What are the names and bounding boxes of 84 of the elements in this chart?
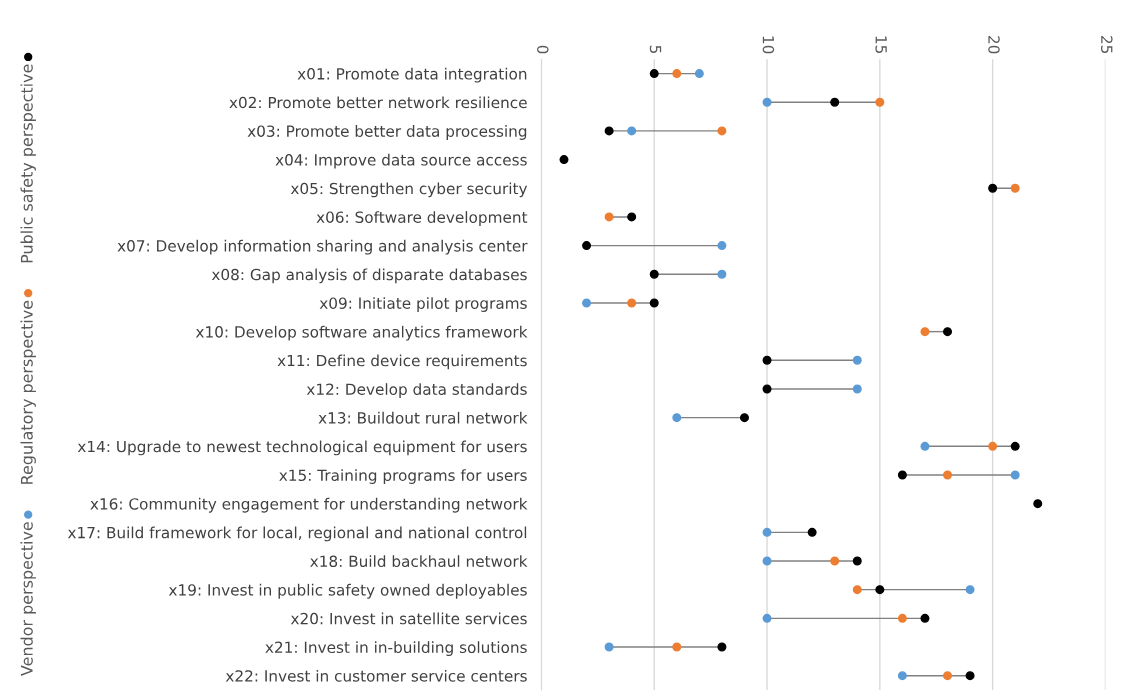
point — [694, 69, 704, 79]
point — [672, 413, 682, 423]
point — [875, 97, 885, 107]
x-tick-label: 20 — [988, 36, 1000, 54]
point — [762, 355, 772, 365]
point — [943, 327, 953, 337]
point — [807, 527, 817, 537]
point — [762, 613, 772, 623]
point — [988, 441, 998, 451]
y-tick-label: x11: Define device requirements — [277, 354, 527, 370]
point — [1033, 499, 1043, 509]
point — [649, 269, 659, 279]
y-tick-label: x03: Promote better data processing — [247, 125, 527, 140]
point — [920, 613, 930, 623]
point — [965, 585, 975, 595]
legend-label: Vendor perspective — [20, 522, 36, 676]
point — [604, 642, 614, 652]
x-tick-label: 5 — [649, 45, 662, 54]
y-tick-label: x05: Strengthen cyber security — [290, 182, 528, 198]
point — [897, 613, 907, 623]
point — [852, 556, 862, 566]
y-tick-label: x15: Training programs for users — [279, 469, 527, 484]
x-tick-label: 10 — [762, 36, 775, 54]
point — [1010, 441, 1020, 451]
point — [559, 155, 569, 165]
y-tick-label: x12: Develop data standards — [306, 383, 527, 398]
point — [897, 470, 907, 480]
point — [762, 97, 772, 107]
point — [604, 212, 614, 222]
point — [988, 183, 998, 193]
y-tick-label: x01: Promote data integration — [297, 67, 527, 83]
point — [649, 298, 659, 308]
point — [830, 556, 840, 566]
point — [582, 298, 592, 308]
point — [920, 441, 930, 451]
point — [852, 585, 862, 595]
point — [627, 298, 637, 308]
point — [852, 355, 862, 365]
point — [762, 384, 772, 394]
legend-label: Regulatory perspective — [20, 300, 36, 484]
x-tick-label: 15 — [875, 36, 887, 54]
point — [1010, 470, 1020, 480]
legend-label: Public safety perspective — [20, 64, 36, 263]
y-tick-label: x10: Develop software analytics framework — [195, 325, 528, 341]
y-tick-label: x20: Invest in satellite services — [290, 612, 527, 625]
y-tick-label: x07: Develop information sharing and analysis center — [117, 239, 528, 255]
y-tick-label: x18: Build backhaul network — [310, 555, 528, 568]
point — [762, 556, 772, 566]
y-tick-label: x22: Invest in customer service centers — [225, 669, 527, 682]
point — [943, 671, 953, 681]
point — [897, 671, 907, 681]
point — [717, 642, 727, 652]
point — [672, 642, 682, 652]
point — [875, 585, 885, 595]
point — [920, 327, 930, 337]
y-tick-label: x09: Initiate pilot programs — [319, 297, 527, 312]
y-tick-label: x08: Gap analysis of disparate databases — [211, 268, 527, 284]
point — [762, 527, 772, 537]
y-tick-label: x04: Improve data source access — [275, 153, 527, 169]
point — [604, 126, 614, 136]
y-tick-label: x16: Community engagement for understanding network — [90, 497, 528, 513]
y-tick-label: x13: Buildout rural network — [318, 411, 528, 424]
point — [627, 212, 637, 222]
y-tick-label: x19: Invest in public safety owned deployables — [168, 583, 527, 599]
point — [739, 413, 749, 423]
point — [627, 126, 637, 136]
y-tick-label: x02: Promote better network resilience — [229, 96, 527, 109]
point — [649, 69, 659, 79]
x-tick-label: 0 — [537, 45, 549, 54]
point — [965, 671, 975, 681]
y-tick-label: x21: Invest in in-building solutions — [265, 641, 527, 656]
point — [943, 470, 953, 480]
y-tick-label: x06: Software development — [316, 211, 528, 226]
point — [830, 97, 840, 107]
point — [717, 269, 727, 279]
x-tick-label: 25 — [1101, 36, 1113, 54]
point — [717, 126, 727, 136]
point — [582, 241, 592, 251]
point — [1010, 183, 1020, 193]
y-tick-label: x17: Build framework for local, regional and national control — [67, 526, 527, 542]
point — [717, 241, 727, 251]
point — [672, 69, 682, 79]
y-tick-label: x14: Upgrade to newest technological equipment for users — [77, 440, 527, 456]
point — [852, 384, 862, 394]
